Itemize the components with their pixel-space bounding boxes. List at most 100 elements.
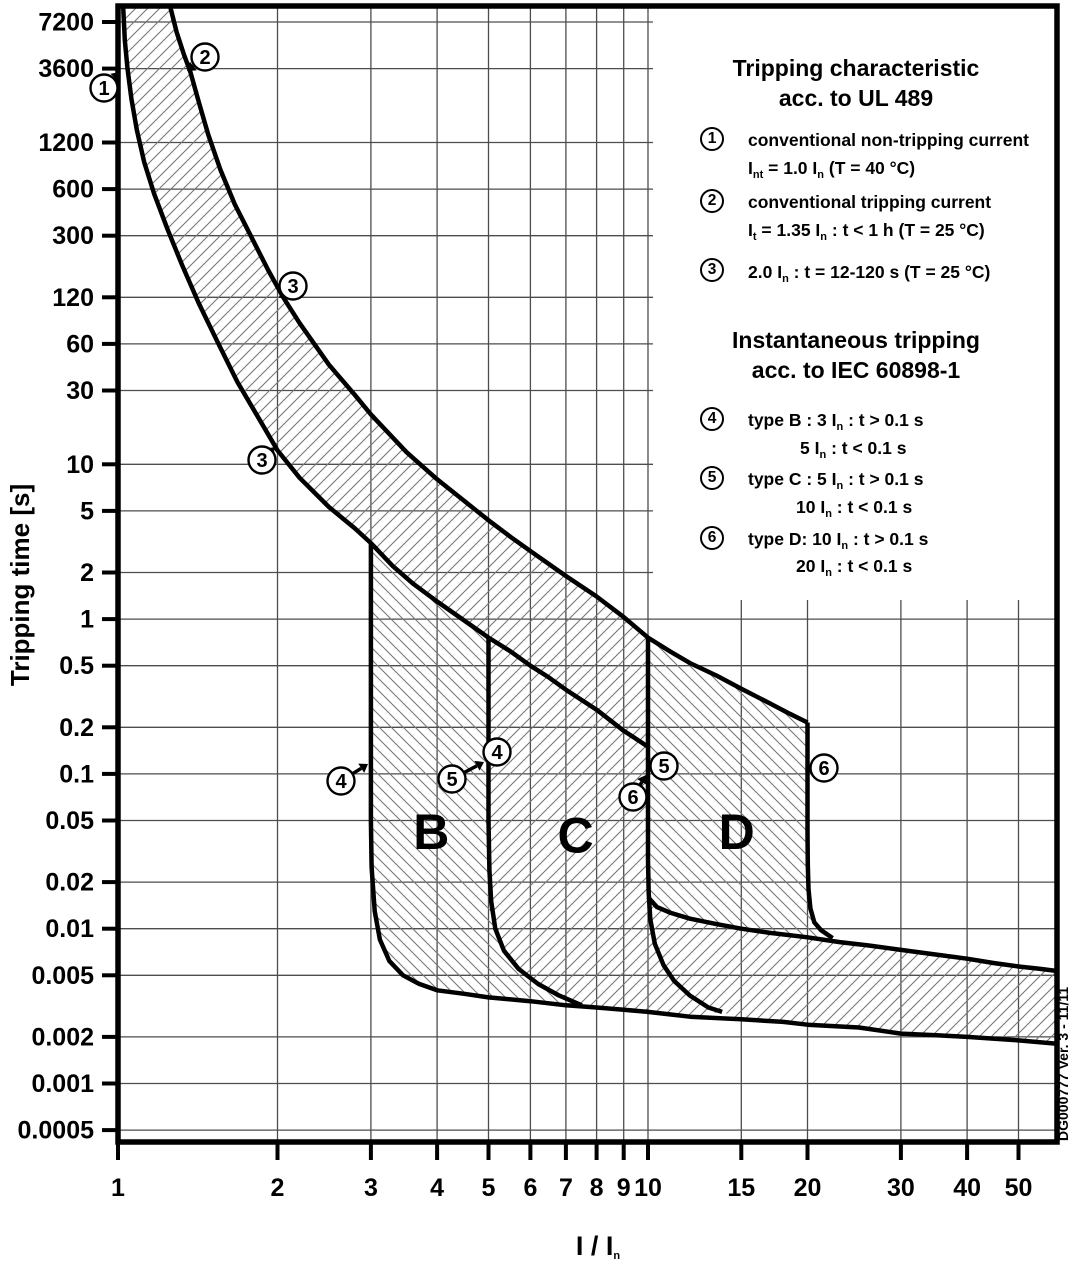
y-tick-label: 0.01 [45, 915, 94, 943]
callout-6: 6 [618, 775, 648, 812]
legend-callout-6-icon: 6 [700, 526, 724, 550]
text-run: : t = 12-120 s (T = 25 °C) [788, 262, 991, 282]
x-tick-label: 9 [617, 1174, 631, 1202]
svg-text:4: 4 [491, 742, 503, 764]
y-tick-label: 0.001 [31, 1070, 94, 1098]
svg-text:5: 5 [446, 769, 457, 791]
text-run: : t < 0.1 s [831, 556, 913, 576]
y-tick-label: 0.05 [45, 807, 94, 835]
subscript-text: n [841, 540, 849, 552]
x-tick-label: 15 [727, 1174, 755, 1202]
text-run: type B : 3 I [748, 410, 837, 430]
x-tick-label: 20 [794, 1174, 822, 1202]
legend-title-line1: Tripping characteristic [732, 55, 980, 81]
x-tick-label: 30 [887, 1174, 915, 1202]
text-run: type C : 5 I [748, 469, 837, 489]
x-tick-label: 7 [559, 1174, 573, 1202]
callout-2: 2 [187, 42, 220, 72]
y-tick-label: 0.02 [45, 869, 94, 897]
x-tick-label: 10 [634, 1174, 662, 1202]
legend-callout-3-icon: 3 [700, 258, 724, 282]
region-d [648, 637, 833, 939]
y-tick-label: 300 [52, 222, 94, 250]
svg-text:3: 3 [256, 450, 267, 472]
y-tick-label: 0.5 [59, 652, 94, 680]
subscript-text: n [836, 480, 844, 492]
callout-6: 6 [808, 753, 839, 783]
curve-lower-min [120, 6, 1057, 1046]
text-run: = 1.0 I [763, 158, 818, 178]
text-run: = 1.35 I [756, 220, 821, 240]
y-tick-label: 0.1 [59, 760, 94, 788]
callout-3: 3 [278, 271, 308, 301]
subscript-text: nt [752, 169, 764, 181]
text-run: : t < 0.1 s [831, 497, 913, 517]
line-instantaneous-upper [646, 895, 1057, 974]
region-label-C: C [558, 808, 594, 864]
subscript-text: n [825, 567, 832, 579]
region-label-D: D [719, 804, 755, 860]
text-run: : t > 0.1 s [843, 410, 924, 430]
region-c [488, 637, 723, 1017]
legend-background [653, 8, 1055, 600]
svg-text:6: 6 [818, 758, 829, 780]
svg-text:3: 3 [287, 276, 298, 298]
text-run: (T = 40 °C) [824, 158, 916, 178]
legend-item-2-line1: conventional tripping current [748, 193, 991, 211]
y-tick-label: 3600 [38, 55, 94, 83]
svg-text:1: 1 [98, 78, 109, 100]
y-tick-label: 0.2 [59, 714, 94, 742]
callout-arrow-icon [637, 775, 647, 785]
subscript-text: n [819, 449, 827, 461]
text-run: I [748, 158, 753, 178]
legend-item-6-line1: type D: 10 In : t > 0.1 s [748, 530, 928, 553]
callout-arrow-icon [474, 760, 484, 771]
text-run: : t > 0.1 s [843, 469, 924, 489]
y-tick-label: 600 [52, 176, 94, 204]
y-tick-label: 120 [52, 284, 94, 312]
legend-callout-1-icon: 1 [700, 127, 724, 151]
svg-text:6: 6 [627, 787, 638, 809]
subscript-text: n [825, 508, 832, 520]
region-b [370, 543, 582, 1006]
text-run: 5 I [800, 438, 820, 458]
legend-item-5-line1: type C : 5 In : t > 0.1 s [748, 470, 923, 493]
y-tick-label: 2 [80, 559, 94, 587]
line-20in-vertical [805, 722, 834, 940]
y-tick-label: 1200 [38, 129, 94, 157]
callout-arrow-icon [187, 61, 197, 71]
line-10in-vertical [645, 637, 723, 1015]
document-number: DG000777 Ver. 3 - 11/11 [1055, 986, 1071, 1141]
region-thermal-band [123, 6, 648, 747]
text-run: 20 I [796, 556, 826, 576]
y-tick-label: 0.002 [31, 1023, 94, 1051]
subscript-text: t [752, 231, 757, 243]
callout-5: 5 [649, 751, 679, 781]
subscript-text: n [613, 1250, 621, 1262]
y-tick-label: 7200 [38, 9, 94, 37]
legend-item-1-line1: conventional non-tripping current [748, 131, 1029, 149]
subscript-text: n [820, 231, 828, 243]
x-tick-label: 1 [111, 1174, 125, 1202]
callout-arrow-icon [358, 763, 368, 773]
x-tick-label: 5 [482, 1174, 496, 1202]
y-tick-label: 60 [66, 330, 94, 358]
curve-upper-max [167, 6, 809, 725]
x-tick-label: 8 [590, 1174, 604, 1202]
svg-text:5: 5 [658, 756, 669, 778]
callout-4: 4 [326, 763, 368, 796]
x-axis-title: I / In [488, 1232, 708, 1263]
callout-3: 3 [247, 445, 277, 475]
x-tick-label: 6 [523, 1174, 537, 1202]
text-run: conventional non-tripping current [748, 130, 1029, 150]
subscript-text: n [782, 273, 789, 285]
legend-section2-title1: Instantaneous tripping [732, 327, 980, 353]
legend-callout-4-icon: 4 [700, 407, 724, 431]
x-tick-label: 3 [364, 1174, 378, 1202]
callout-5: 5 [437, 760, 484, 794]
text-run: 10 I [796, 497, 826, 517]
subscript-text: n [836, 421, 844, 433]
x-tick-label: 2 [271, 1174, 285, 1202]
